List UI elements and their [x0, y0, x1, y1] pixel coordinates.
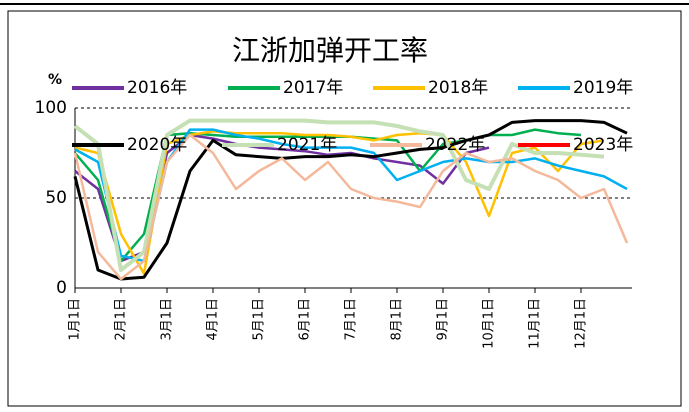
y-tick-label: 50 — [45, 188, 67, 208]
series-line — [74, 130, 605, 275]
x-tick-label: 2月1日 — [114, 298, 129, 341]
x-tick-label: 12月1日 — [574, 298, 589, 349]
y-tick-label: 100 — [35, 98, 67, 118]
x-tick-label: 5月1日 — [252, 298, 267, 341]
chart-title: 江浙加弹开工率 — [232, 34, 428, 67]
series-line — [73, 133, 629, 281]
legend-label: 2016年 — [127, 78, 187, 98]
legend-label: 2017年 — [283, 78, 343, 98]
legend-label: 2021年 — [277, 135, 337, 155]
x-tick-label: 3月1日 — [160, 298, 175, 341]
frame — [7, 10, 682, 407]
series-line — [73, 119, 628, 281]
x-tick-label: 7月1日 — [344, 298, 359, 341]
x-tick-label: 8月1日 — [390, 298, 405, 341]
x-tick-label: 10月1日 — [482, 298, 497, 349]
legend-label: 2019年 — [573, 78, 633, 98]
legend-label: 2020年 — [127, 135, 187, 155]
x-tick-label: 11月1日 — [528, 298, 543, 349]
legend-label: 2022年 — [425, 135, 485, 155]
x-tick-label: 6月1日 — [298, 298, 313, 341]
y-tick-label: 0 — [56, 278, 67, 298]
series-line — [73, 118, 605, 272]
y-label: % — [48, 72, 62, 88]
x-tick-label: 1月1日 — [68, 298, 83, 341]
x-tick-label: 9月1日 — [436, 298, 451, 341]
x-tick-label: 4月1日 — [206, 298, 221, 341]
legend-label: 2018年 — [428, 78, 488, 98]
legend-label: 2023年 — [573, 135, 633, 155]
